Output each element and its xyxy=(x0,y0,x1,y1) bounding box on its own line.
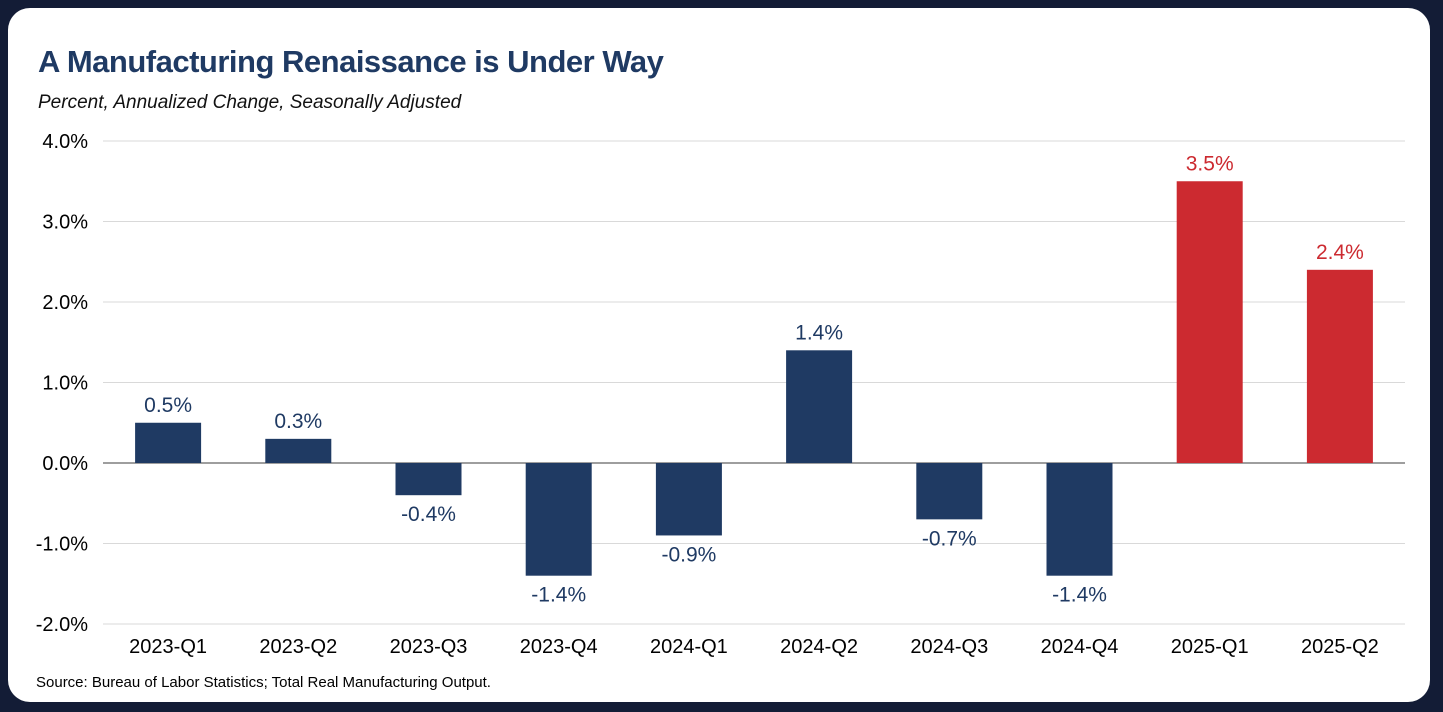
bar-value-label: 0.3% xyxy=(274,410,322,433)
bar xyxy=(525,463,592,576)
bar xyxy=(786,350,853,463)
x-tick-label: 2025-Q2 xyxy=(1301,636,1379,658)
y-tick-label: 0.0% xyxy=(42,453,88,475)
bar-value-label: 2.4% xyxy=(1316,241,1364,264)
bar xyxy=(135,422,202,463)
bar xyxy=(1306,269,1373,463)
bar-value-label: 0.5% xyxy=(144,394,192,417)
y-tick-label: -1.0% xyxy=(36,534,88,556)
bar xyxy=(916,463,983,520)
x-tick-label: 2025-Q1 xyxy=(1171,636,1249,658)
x-tick-label: 2024-Q2 xyxy=(780,636,858,658)
bar-value-label: -0.7% xyxy=(922,527,977,550)
bar-value-label: -1.4% xyxy=(531,584,586,607)
bar xyxy=(395,463,462,496)
chart-card: A Manufacturing Renaissance is Under Way… xyxy=(8,8,1430,702)
y-tick-label: 4.0% xyxy=(42,131,88,153)
x-tick-label: 2023-Q4 xyxy=(520,636,598,658)
y-tick-label: 1.0% xyxy=(42,373,88,395)
bar xyxy=(1176,181,1243,463)
x-tick-label: 2023-Q1 xyxy=(129,636,207,658)
page-title: A Manufacturing Renaissance is Under Way xyxy=(38,44,664,79)
y-tick-label: -2.0% xyxy=(36,614,88,636)
bar-value-label: 1.4% xyxy=(795,321,843,344)
x-tick-label: 2024-Q1 xyxy=(650,636,728,658)
bar xyxy=(265,438,332,463)
bar-value-label: -1.4% xyxy=(1052,584,1107,607)
bar xyxy=(655,463,722,536)
x-tick-label: 2024-Q4 xyxy=(1041,636,1119,658)
bar-chart: 4.0% 3.0% 2.0% 1.0% 0.0% -1.0% -2.0% 0.5% 2023-Q… xyxy=(36,131,1405,658)
bar-value-label: -0.4% xyxy=(401,503,456,526)
y-tick-label: 3.0% xyxy=(42,212,88,234)
bar xyxy=(1046,463,1113,576)
bar-value-label: -0.9% xyxy=(661,543,716,566)
y-tick-label: 2.0% xyxy=(42,292,88,314)
x-tick-label: 2024-Q3 xyxy=(910,636,988,658)
bar-value-label: 3.5% xyxy=(1186,152,1234,175)
chart-subtitle: Percent, Annualized Change, Seasonally A… xyxy=(38,92,462,113)
x-tick-label: 2023-Q2 xyxy=(259,636,337,658)
source-note: Source: Bureau of Labor Statistics; Tota… xyxy=(36,674,491,691)
x-tick-label: 2023-Q3 xyxy=(390,636,468,658)
